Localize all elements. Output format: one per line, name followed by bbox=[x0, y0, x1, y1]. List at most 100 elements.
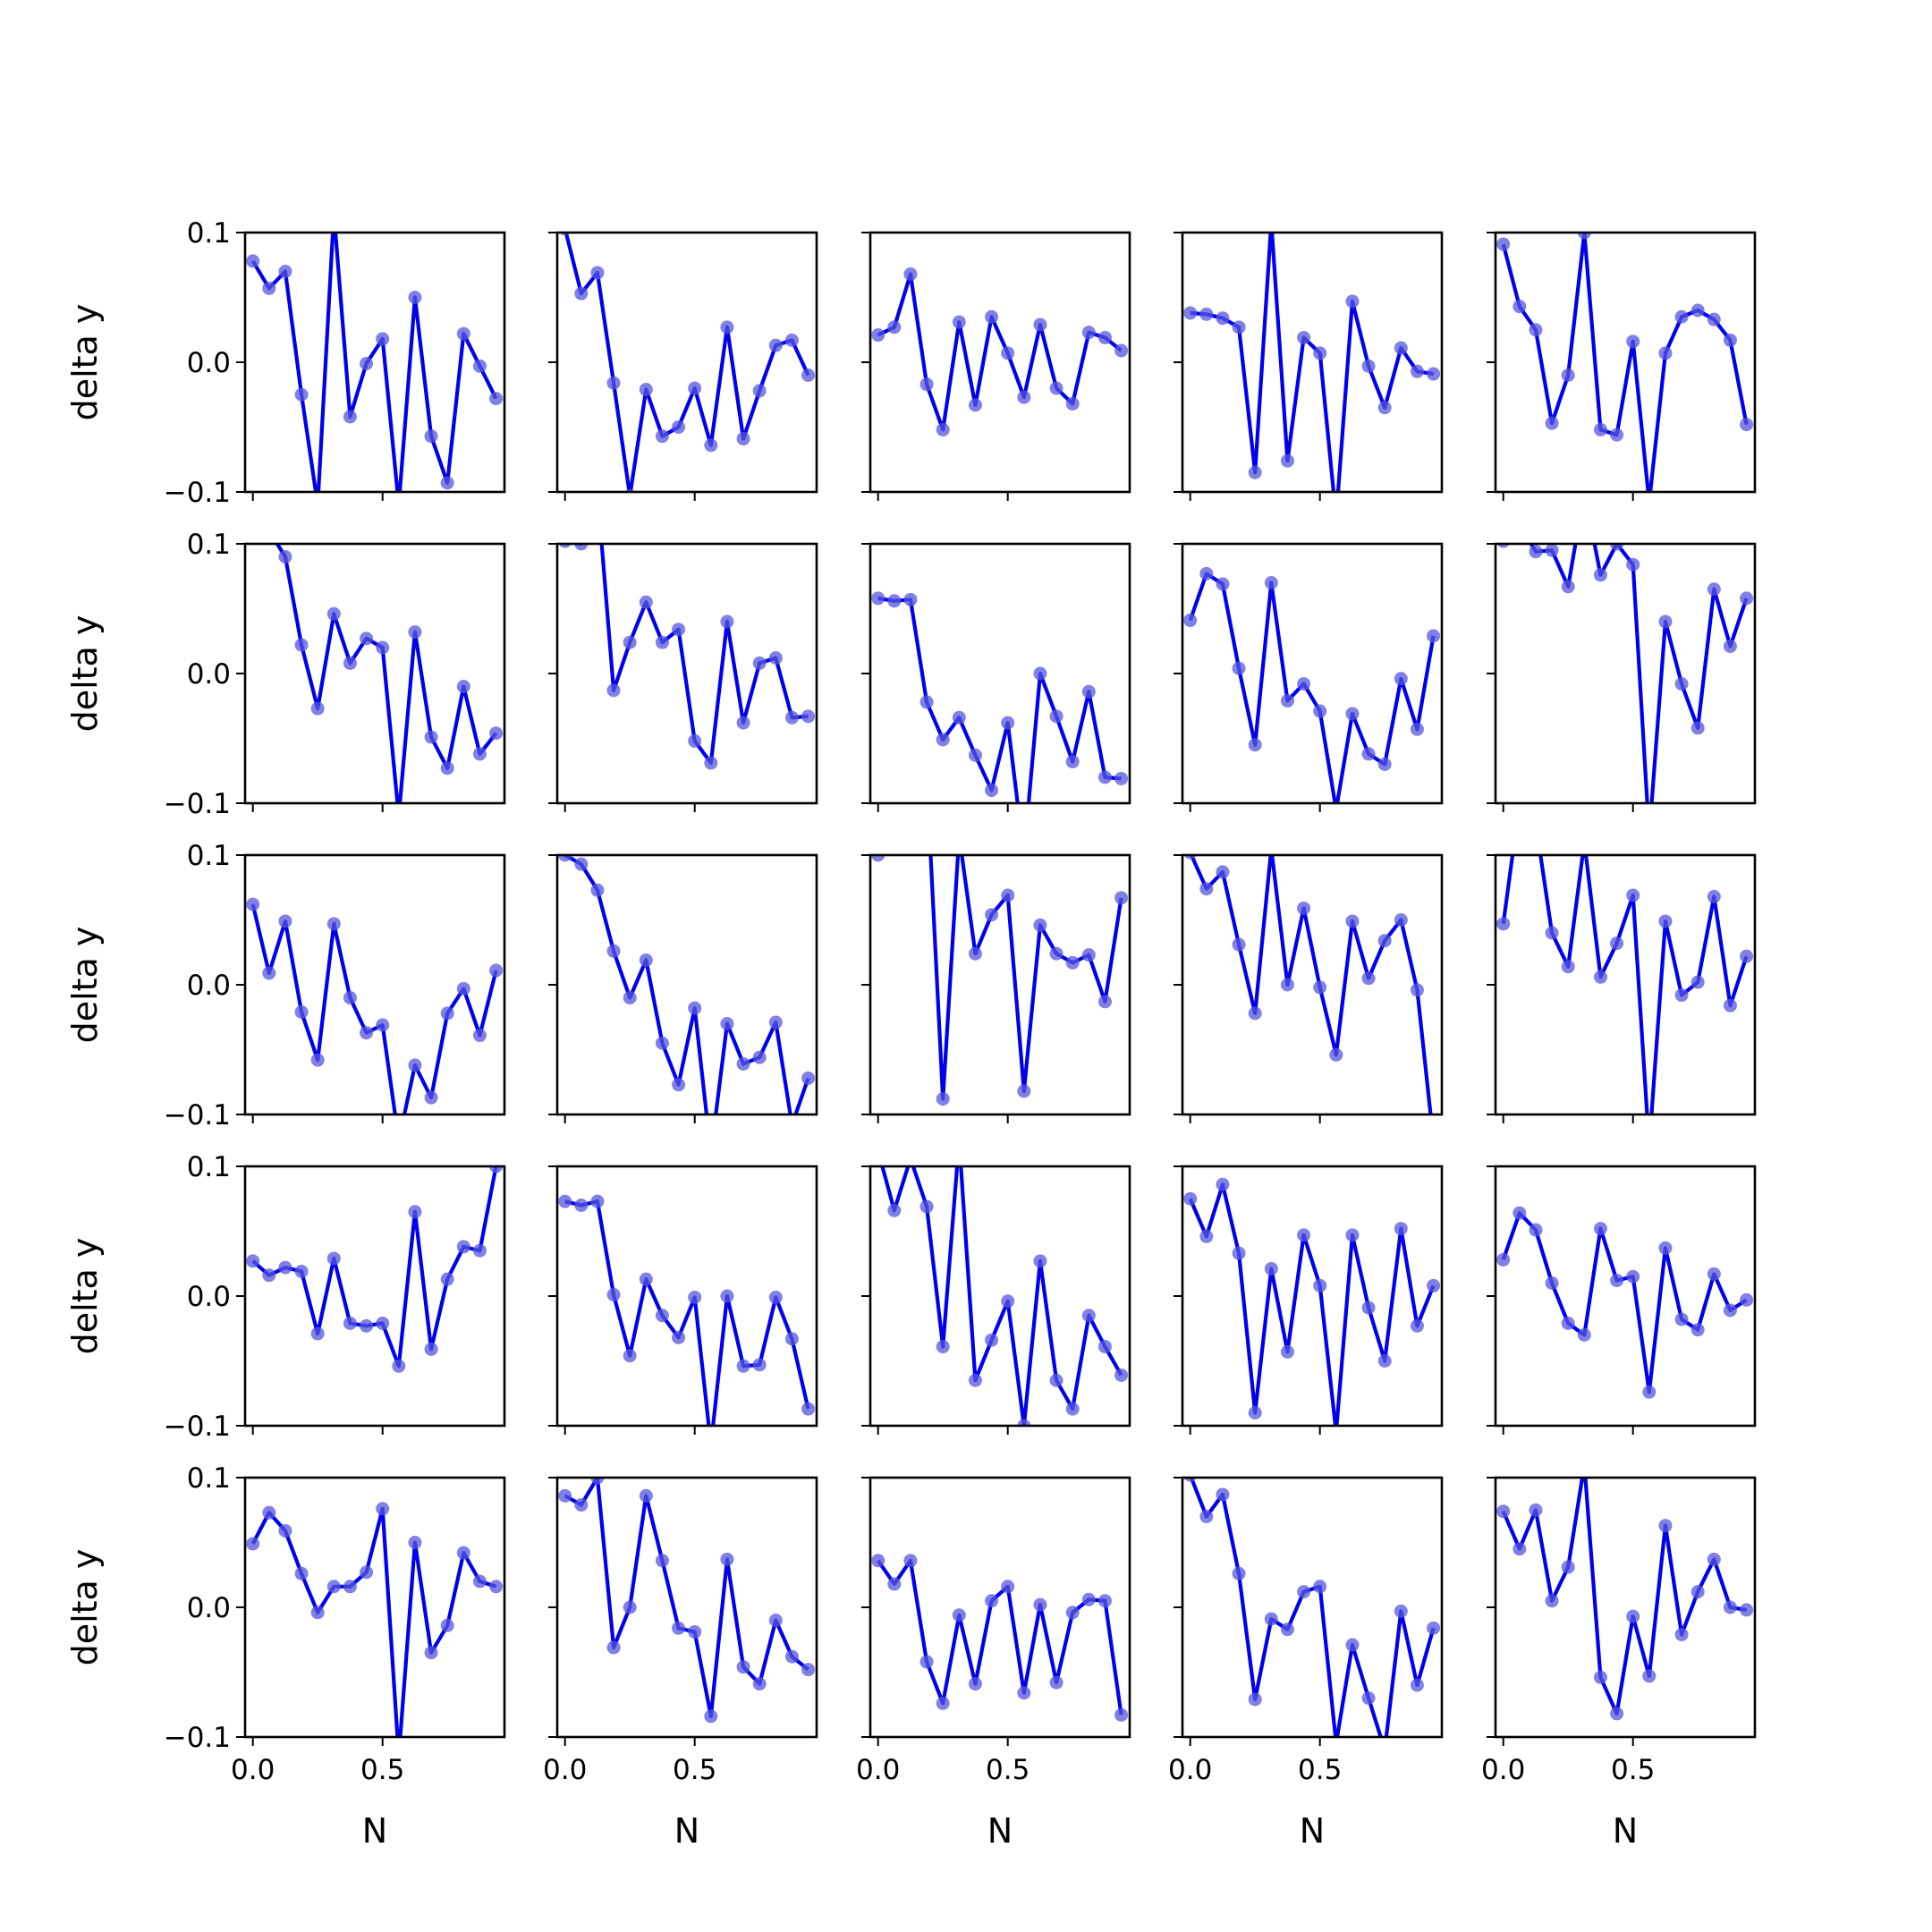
data-point bbox=[278, 1260, 292, 1275]
data-point bbox=[1065, 396, 1080, 411]
data-point bbox=[1097, 330, 1112, 344]
data-point bbox=[1216, 865, 1230, 879]
panel-r4-c4 bbox=[1174, 1165, 1444, 1435]
data-point bbox=[472, 1243, 487, 1258]
y-tick-label: −0.1 bbox=[164, 1411, 231, 1443]
data-point bbox=[590, 266, 605, 280]
panel-data bbox=[1496, 544, 1754, 803]
x-tick-label: 0.5 bbox=[1298, 1754, 1342, 1786]
data-point bbox=[1626, 1269, 1640, 1284]
data-point bbox=[871, 855, 886, 862]
panel-data bbox=[558, 544, 816, 770]
data-point bbox=[1740, 1292, 1754, 1307]
y-tick-label: 0.0 bbox=[187, 970, 231, 1002]
data-point bbox=[1394, 913, 1408, 927]
panel-data bbox=[558, 1194, 816, 1426]
data-point bbox=[688, 1290, 702, 1304]
data-point bbox=[424, 1090, 438, 1105]
data-point bbox=[801, 709, 816, 724]
data-point bbox=[1545, 1594, 1559, 1608]
data-point bbox=[326, 606, 341, 621]
panel-r5-c3: 0.0 0.5 N bbox=[856, 1476, 1131, 1851]
data-point bbox=[1690, 1585, 1705, 1599]
x-tick-label: 0.5 bbox=[673, 1754, 716, 1786]
data-point bbox=[456, 326, 470, 341]
data-point bbox=[1740, 949, 1754, 963]
data-point bbox=[952, 315, 966, 329]
data-point bbox=[1183, 1191, 1198, 1206]
data-point bbox=[262, 1268, 276, 1283]
data-point bbox=[887, 1203, 902, 1217]
data-point bbox=[360, 1318, 374, 1333]
series-line bbox=[1501, 233, 1749, 492]
data-point bbox=[871, 591, 886, 606]
data-point bbox=[720, 1289, 734, 1303]
data-point bbox=[472, 359, 487, 373]
data-point bbox=[1529, 1223, 1543, 1237]
data-point bbox=[408, 1205, 422, 1219]
x-tick-label: 0.0 bbox=[856, 1754, 900, 1786]
data-point bbox=[590, 883, 605, 897]
data-point bbox=[590, 1478, 605, 1485]
data-point bbox=[424, 1342, 438, 1356]
panel-data bbox=[871, 1554, 1129, 1722]
data-point bbox=[440, 1006, 454, 1021]
data-point bbox=[376, 332, 390, 346]
data-point bbox=[1297, 1228, 1311, 1242]
data-point bbox=[606, 376, 621, 390]
data-point bbox=[343, 656, 357, 670]
data-point bbox=[1577, 1328, 1591, 1342]
series-line bbox=[877, 855, 1123, 1101]
data-point bbox=[919, 377, 934, 392]
data-point bbox=[985, 1594, 999, 1608]
series-line bbox=[569, 544, 809, 766]
data-point bbox=[376, 640, 390, 655]
data-point bbox=[278, 1523, 292, 1538]
data-point bbox=[1740, 1603, 1754, 1617]
data-point bbox=[1199, 882, 1214, 896]
data-point bbox=[1545, 926, 1559, 940]
panel-data bbox=[1496, 233, 1754, 492]
data-point bbox=[801, 369, 816, 382]
data-point bbox=[1723, 640, 1737, 654]
data-point bbox=[1394, 1222, 1408, 1236]
data-point bbox=[655, 1309, 669, 1323]
data-point bbox=[360, 356, 374, 370]
y-axis-label: delta y bbox=[65, 927, 105, 1044]
x-tick-label: 0.0 bbox=[1481, 1754, 1525, 1786]
data-point bbox=[639, 1272, 653, 1286]
data-point bbox=[294, 1264, 309, 1278]
data-point bbox=[1658, 614, 1673, 629]
data-point bbox=[1081, 684, 1096, 699]
data-point bbox=[1674, 988, 1689, 1003]
data-point bbox=[1097, 770, 1112, 784]
y-tick-label: 0.0 bbox=[187, 1592, 231, 1624]
data-point bbox=[1049, 946, 1063, 961]
panel-r4-c2 bbox=[548, 1165, 818, 1435]
data-point bbox=[1593, 970, 1607, 984]
data-point bbox=[1033, 1254, 1047, 1268]
data-point bbox=[1394, 1604, 1408, 1618]
data-point bbox=[1065, 1402, 1080, 1416]
data-point bbox=[1377, 934, 1392, 948]
y-tick-label: 0.0 bbox=[187, 1281, 231, 1313]
data-point bbox=[1410, 1678, 1424, 1692]
data-point bbox=[343, 1316, 357, 1330]
series-line bbox=[1501, 855, 1749, 1114]
series-line bbox=[1188, 572, 1436, 803]
data-point bbox=[1642, 1669, 1657, 1683]
data-point bbox=[1593, 568, 1607, 582]
data-point bbox=[1496, 1252, 1511, 1267]
data-point bbox=[1545, 1276, 1559, 1290]
data-point bbox=[1114, 771, 1129, 785]
data-point bbox=[1361, 1691, 1376, 1705]
panel-r3-c5 bbox=[1487, 853, 1757, 1123]
data-point bbox=[1561, 960, 1575, 974]
data-point bbox=[752, 656, 767, 670]
data-point bbox=[1674, 677, 1689, 691]
panel-data bbox=[1496, 1478, 1754, 1721]
y-tick-label: 0.0 bbox=[187, 658, 231, 691]
series-line bbox=[876, 1558, 1123, 1716]
data-point bbox=[768, 1290, 783, 1304]
data-point bbox=[768, 1614, 783, 1627]
